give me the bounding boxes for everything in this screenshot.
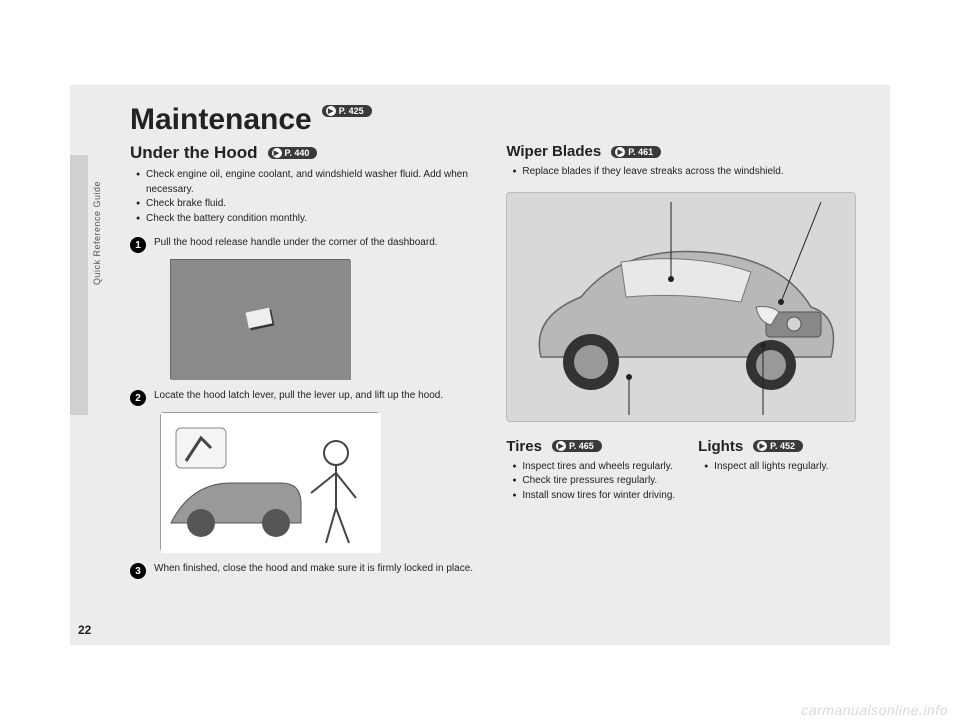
wiper-bullets: Replace blades if they leave streaks acr… xyxy=(512,165,870,180)
step-row: 2 Locate the hood latch lever, pull the … xyxy=(130,389,476,406)
tires-block: Tires P. 465 Inspect tires and wheels re… xyxy=(506,438,678,514)
hood-release-image xyxy=(170,259,350,379)
bullet-item: Check brake fluid. xyxy=(136,197,476,212)
bullet-item: Check tire pressures regularly. xyxy=(512,474,678,489)
lights-heading: Lights xyxy=(698,438,743,455)
tires-bullets: Inspect tires and wheels regularly. Chec… xyxy=(512,460,678,504)
lights-bullets: Inspect all lights regularly. xyxy=(704,460,870,475)
vehicle-icon xyxy=(511,197,851,417)
hood-latch-icon xyxy=(161,413,381,553)
page-title: Maintenance xyxy=(130,85,312,137)
bullet-item: Check engine oil, engine coolant, and wi… xyxy=(136,168,476,197)
right-bottom-row: Tires P. 465 Inspect tires and wheels re… xyxy=(506,438,870,514)
vehicle-main-image xyxy=(506,192,856,422)
wiper-ref: P. 461 xyxy=(611,146,661,158)
content-area: Maintenance P. 425 Under the Hood P. 440… xyxy=(130,85,870,645)
step-row: 3 When finished, close the hood and make… xyxy=(130,562,476,579)
lights-ref: P. 452 xyxy=(753,440,803,452)
under-hood-ref: P. 440 xyxy=(268,147,318,159)
bullet-item: Inspect tires and wheels regularly. xyxy=(512,460,678,475)
step-row: 1 Pull the hood release handle under the… xyxy=(130,236,476,253)
tires-ref: P. 465 xyxy=(552,440,602,452)
left-column: Under the Hood P. 440 Check engine oil, … xyxy=(130,143,476,585)
step-text: Locate the hood latch lever, pull the le… xyxy=(154,389,443,403)
step-text: Pull the hood release handle under the c… xyxy=(154,236,438,250)
lights-block: Lights P. 452 Inspect all lights regular… xyxy=(698,438,870,514)
step-text: When finished, close the hood and make s… xyxy=(154,562,473,576)
step-number: 1 xyxy=(130,237,146,253)
sidebar-tab xyxy=(70,155,88,415)
hood-latch-image xyxy=(160,412,380,552)
hood-steps: 1 Pull the hood release handle under the… xyxy=(130,236,476,579)
bullet-item: Replace blades if they leave streaks acr… xyxy=(512,165,870,180)
bullet-item: Inspect all lights regularly. xyxy=(704,460,870,475)
wiper-heading: Wiper Blades xyxy=(506,143,601,160)
bullet-item: Check the battery condition monthly. xyxy=(136,212,476,227)
step-number: 3 xyxy=(130,563,146,579)
title-page-ref: P. 425 xyxy=(322,105,372,117)
under-hood-bullets: Check engine oil, engine coolant, and wi… xyxy=(136,168,476,226)
tires-heading: Tires xyxy=(506,438,542,455)
under-hood-heading: Under the Hood xyxy=(130,143,258,163)
step-number: 2 xyxy=(130,390,146,406)
right-column: Wiper Blades P. 461 Replace blades if th… xyxy=(506,143,870,585)
page-number: 22 xyxy=(78,623,91,637)
watermark-text: carmanualsonline.info xyxy=(801,702,948,718)
page-container: Quick Reference Guide Maintenance P. 425… xyxy=(70,85,890,645)
hood-release-icon xyxy=(171,260,351,380)
sidebar-label: Quick Reference Guide xyxy=(92,181,102,285)
bullet-item: Install snow tires for winter driving. xyxy=(512,489,678,504)
